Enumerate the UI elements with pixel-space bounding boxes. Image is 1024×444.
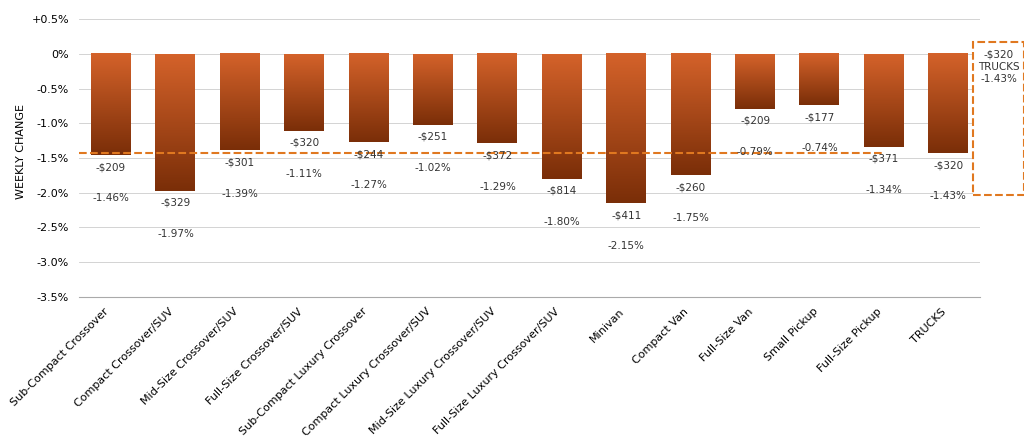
Text: -0.79%: -0.79% <box>736 147 773 157</box>
Text: -$260: -$260 <box>676 182 706 192</box>
Text: -1.29%: -1.29% <box>479 182 516 192</box>
Text: -$320
TRUCKS
-1.43%: -$320 TRUCKS -1.43% <box>978 49 1019 84</box>
Text: -1.27%: -1.27% <box>350 180 387 190</box>
Text: -1.97%: -1.97% <box>157 229 194 239</box>
Text: -1.43%: -1.43% <box>930 191 967 201</box>
Y-axis label: WEEKLY CHANGE: WEEKLY CHANGE <box>16 103 26 198</box>
Text: -$411: -$411 <box>611 210 641 220</box>
Text: -$301: -$301 <box>225 157 255 167</box>
Text: -$209: -$209 <box>740 116 770 126</box>
Text: -2.15%: -2.15% <box>608 241 645 251</box>
Text: -0.74%: -0.74% <box>801 143 838 154</box>
Text: -$251: -$251 <box>418 132 449 142</box>
Text: -1.02%: -1.02% <box>415 163 452 173</box>
Text: -1.11%: -1.11% <box>286 169 323 179</box>
Text: -$177: -$177 <box>804 112 835 122</box>
Text: -1.80%: -1.80% <box>544 217 581 227</box>
FancyBboxPatch shape <box>974 42 1024 195</box>
Text: -$209: -$209 <box>96 162 126 172</box>
Text: -$244: -$244 <box>353 149 384 159</box>
Text: -$371: -$371 <box>868 154 899 164</box>
Text: -1.75%: -1.75% <box>672 214 709 223</box>
Text: -1.46%: -1.46% <box>92 194 129 203</box>
Text: -$320: -$320 <box>289 138 319 148</box>
Text: -1.34%: -1.34% <box>865 185 902 195</box>
Text: -$814: -$814 <box>547 186 577 196</box>
Text: -$372: -$372 <box>482 151 513 160</box>
Text: -1.39%: -1.39% <box>221 189 258 198</box>
Text: -$320: -$320 <box>933 160 964 170</box>
Text: -$329: -$329 <box>161 198 190 207</box>
